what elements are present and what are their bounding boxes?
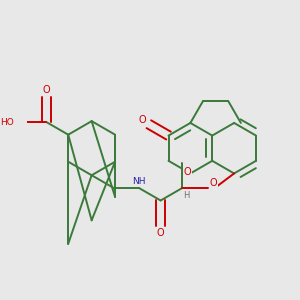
Text: O: O bbox=[157, 228, 164, 238]
Text: HO: HO bbox=[0, 118, 14, 127]
Text: NH: NH bbox=[132, 177, 146, 186]
Text: O: O bbox=[138, 115, 146, 125]
Text: O: O bbox=[184, 167, 191, 177]
Text: O: O bbox=[43, 85, 50, 94]
Text: H: H bbox=[183, 191, 189, 200]
Text: O: O bbox=[209, 178, 217, 188]
